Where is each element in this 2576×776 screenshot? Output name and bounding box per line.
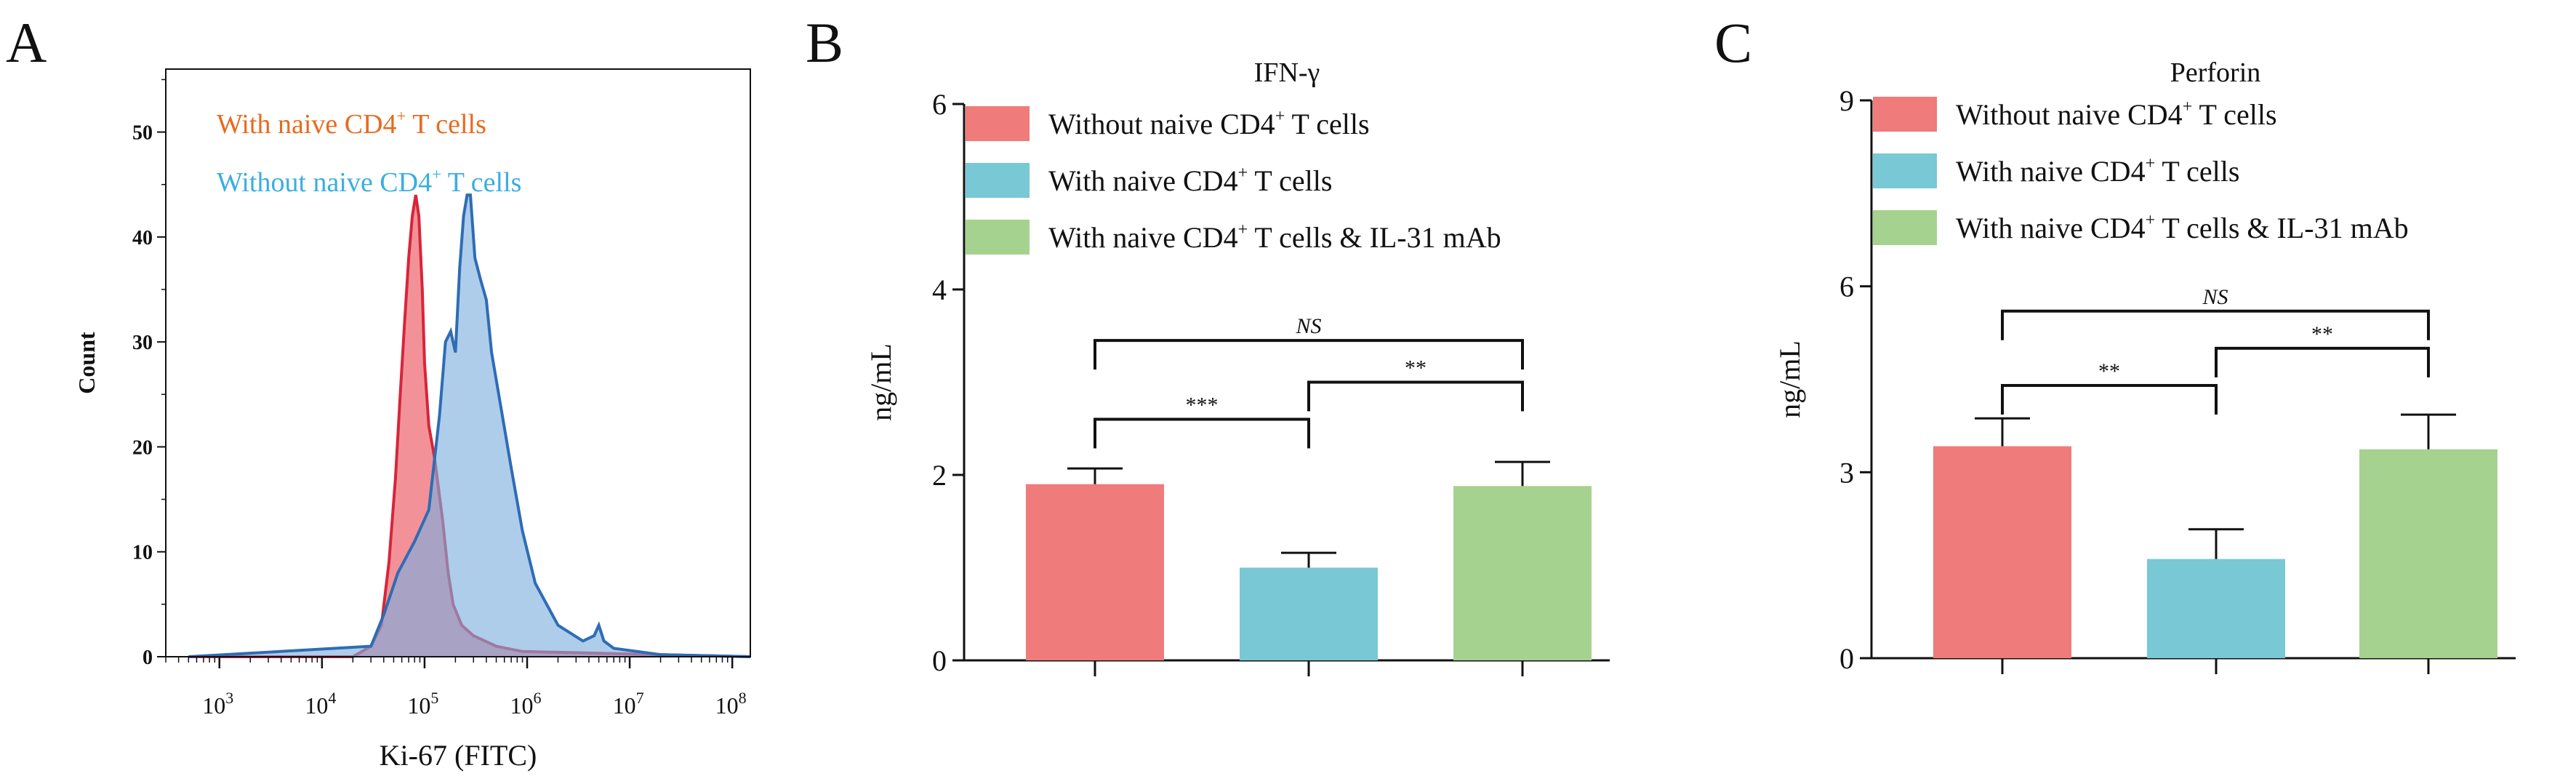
bar: [1026, 484, 1164, 660]
legend-label-3: With naive CD4+ T cells & IL-31 mAb: [1048, 220, 1501, 254]
legend-label-3: With naive CD4+ T cells & IL-31 mAb: [1956, 211, 2409, 244]
panel-c: C Perforin 0 3 6 9 ng/mL NS ** ** Without naive CD…: [1714, 11, 2516, 675]
significance-label: **: [2098, 359, 2120, 383]
y-tick-label: 50: [132, 122, 153, 145]
legend-swatch: [966, 163, 1030, 198]
x-tick-label: 104: [305, 689, 336, 719]
y-axis-label: Count: [73, 332, 100, 394]
legend-swatch: [966, 220, 1030, 255]
x-tick-label: 105: [407, 689, 438, 719]
y-axis-label: ng/mL: [1773, 340, 1806, 418]
legend-swatch: [1873, 97, 1937, 132]
significance-label: NS: [2202, 285, 2228, 309]
chart-title: Perforin: [2170, 57, 2261, 88]
y-tick-label: 9: [1839, 84, 1854, 117]
y-tick-label: 0: [932, 644, 947, 677]
x-tick-label: 103: [202, 689, 233, 719]
y-tick-label: 3: [1839, 456, 1854, 489]
panel-label-c: C: [1714, 11, 1752, 74]
legend-label-1: With naive CD4+ T cells: [217, 107, 486, 140]
y-axis-label: ng/mL: [864, 343, 897, 421]
legend-label-2: Without naive CD4+ T cells: [217, 165, 521, 198]
significance-bracket: [2001, 309, 2430, 340]
legend-label-2: With naive CD4+ T cells: [1048, 164, 1332, 197]
legend-label-1: Without naive CD4+ T cells: [1048, 107, 1370, 140]
significance-bracket: [1094, 417, 1310, 449]
legend-label-1: Without naive CD4+ T cells: [1956, 97, 2277, 131]
significance-label: **: [2311, 322, 2333, 346]
panel-label-b: B: [806, 11, 843, 74]
x-tick-label: 108: [715, 689, 747, 719]
y-tick-label: 10: [132, 542, 153, 564]
y-tick-label: 30: [132, 332, 153, 354]
y-tick-label: 6: [1839, 271, 1854, 303]
chart-title: IFN-γ: [1254, 57, 1320, 88]
legend-swatch: [1873, 210, 1937, 245]
bar: [2359, 449, 2497, 658]
bar: [1453, 486, 1592, 660]
x-tick-label: 106: [510, 689, 542, 719]
y-tick-label: 40: [132, 227, 153, 249]
y-tick-label: 0: [143, 647, 153, 669]
significance-bracket: [2215, 346, 2430, 377]
significance-label: **: [1405, 356, 1427, 380]
histogram-line-2: [188, 193, 751, 658]
significance-bracket: [2001, 384, 2218, 415]
bar: [1933, 446, 2071, 658]
y-tick-label: 4: [932, 273, 947, 306]
significance-bracket: [1094, 339, 1524, 370]
panel-a: A 0 10 20 30 40 50 103 104 105 106 107 108 Ki-67 (FIT…: [6, 11, 751, 772]
legend-swatch: [966, 106, 1030, 141]
legend-label-2: With naive CD4+ T cells: [1956, 154, 2239, 188]
y-tick-label: 20: [132, 436, 153, 459]
significance-label: NS: [1295, 314, 1321, 338]
significance-label: ***: [1186, 393, 1219, 417]
y-tick-label: 6: [932, 88, 947, 121]
plot-frame: [165, 68, 751, 657]
y-tick-label: 0: [1839, 642, 1854, 675]
x-tick-label: 107: [613, 689, 644, 719]
x-axis-label: Ki-67 (FITC): [380, 739, 537, 772]
bar: [1240, 567, 1378, 660]
y-tick-label: 2: [932, 459, 947, 492]
panel-label-a: A: [6, 11, 47, 74]
histogram-area-2: [188, 195, 750, 657]
significance-bracket: [1307, 380, 1524, 412]
bar: [2147, 559, 2285, 658]
legend-swatch: [1873, 153, 1937, 188]
